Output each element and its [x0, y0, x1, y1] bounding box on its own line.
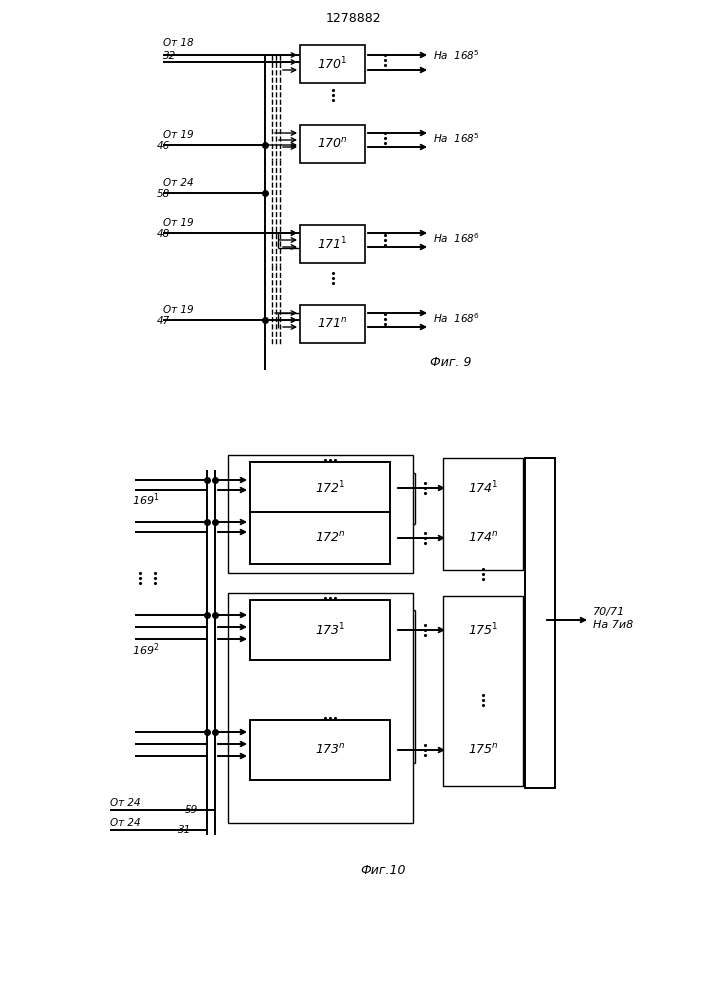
Text: 170$^1$: 170$^1$: [317, 56, 348, 72]
Text: 171$^n$: 171$^n$: [317, 317, 348, 331]
Bar: [228, 593, 413, 823]
Text: От 19: От 19: [163, 130, 194, 140]
Bar: [448, 462, 518, 514]
Bar: [448, 512, 518, 564]
Bar: [228, 455, 413, 573]
Bar: [300, 125, 365, 163]
Text: 175$^1$: 175$^1$: [467, 622, 498, 638]
Text: На  168$^6$: На 168$^6$: [433, 231, 480, 245]
Text: 169$^2$: 169$^2$: [132, 642, 160, 658]
Text: 59: 59: [185, 805, 198, 815]
Text: Фиг.10: Фиг.10: [360, 863, 406, 876]
Text: 32: 32: [163, 51, 176, 61]
Text: 58: 58: [157, 189, 170, 199]
Text: На  168$^5$: На 168$^5$: [433, 48, 479, 62]
Text: На  168$^5$: На 168$^5$: [433, 131, 479, 145]
Text: 172$^n$: 172$^n$: [315, 531, 346, 545]
Bar: [250, 600, 390, 660]
Text: На  168$^6$: На 168$^6$: [433, 311, 480, 325]
Text: 46: 46: [157, 141, 170, 151]
Bar: [443, 596, 523, 786]
Bar: [448, 600, 518, 660]
Bar: [250, 720, 390, 780]
Text: От 19: От 19: [163, 218, 194, 228]
Bar: [448, 720, 518, 780]
Text: От 24: От 24: [110, 818, 141, 828]
Bar: [443, 458, 523, 570]
Bar: [525, 458, 555, 788]
Text: 174$^1$: 174$^1$: [467, 480, 498, 496]
Text: 47: 47: [157, 316, 170, 326]
Text: От 24: От 24: [110, 798, 141, 808]
Bar: [250, 462, 390, 514]
Text: 48: 48: [157, 229, 170, 239]
Text: 169$^1$: 169$^1$: [132, 492, 160, 508]
Bar: [300, 45, 365, 83]
Bar: [250, 512, 390, 564]
Text: От 18: От 18: [163, 38, 194, 48]
Text: На 7и8: На 7и8: [593, 620, 633, 630]
Text: 31: 31: [178, 825, 192, 835]
Text: 1278882: 1278882: [325, 11, 381, 24]
Text: 171$^1$: 171$^1$: [317, 236, 348, 252]
Text: 172$^1$: 172$^1$: [315, 480, 345, 496]
Text: 173$^n$: 173$^n$: [315, 743, 346, 757]
Text: 170$^n$: 170$^n$: [317, 137, 348, 151]
Text: 70/71: 70/71: [593, 607, 625, 617]
Text: 173$^1$: 173$^1$: [315, 622, 345, 638]
Text: От 19: От 19: [163, 305, 194, 315]
Bar: [300, 305, 365, 343]
Bar: [300, 225, 365, 263]
Text: От 24: От 24: [163, 178, 194, 188]
Text: Фиг. 9: Фиг. 9: [430, 356, 472, 368]
Text: 175$^n$: 175$^n$: [467, 743, 498, 757]
Text: 174$^n$: 174$^n$: [467, 531, 498, 545]
